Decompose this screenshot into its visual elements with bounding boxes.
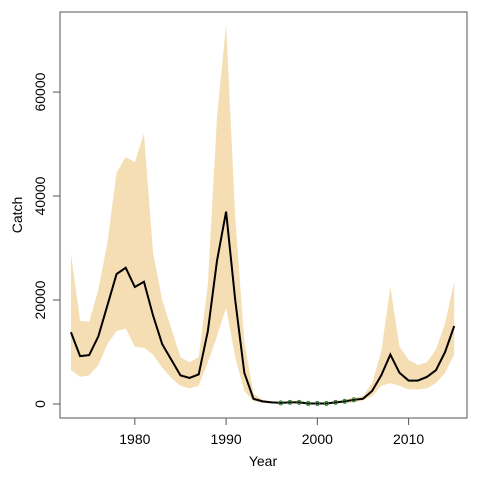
observed-point [342, 398, 348, 404]
observed-point [296, 399, 302, 405]
plot-frame [59, 11, 468, 419]
x-axis-label: Year [249, 453, 278, 469]
y-tick-label: 0 [32, 400, 48, 408]
line [70, 211, 456, 405]
observed-point [287, 399, 293, 405]
x-tick-label: 2010 [393, 431, 424, 447]
x-tick-label: 1980 [119, 431, 150, 447]
observed-point [333, 399, 339, 405]
observed-point [278, 400, 284, 406]
x-tick-label: 2000 [302, 431, 333, 447]
y-tick-label: 60000 [32, 72, 48, 111]
observed-point [314, 400, 320, 406]
x-tick-label: 1990 [211, 431, 242, 447]
confidence-band [70, 24, 455, 404]
y-axis-label: Catch [9, 197, 25, 234]
observed-point [305, 400, 311, 406]
y-tick-label: 20000 [32, 280, 48, 319]
observed-point [323, 400, 329, 406]
y-tick-label: 40000 [32, 176, 48, 215]
observed-point [351, 397, 357, 403]
